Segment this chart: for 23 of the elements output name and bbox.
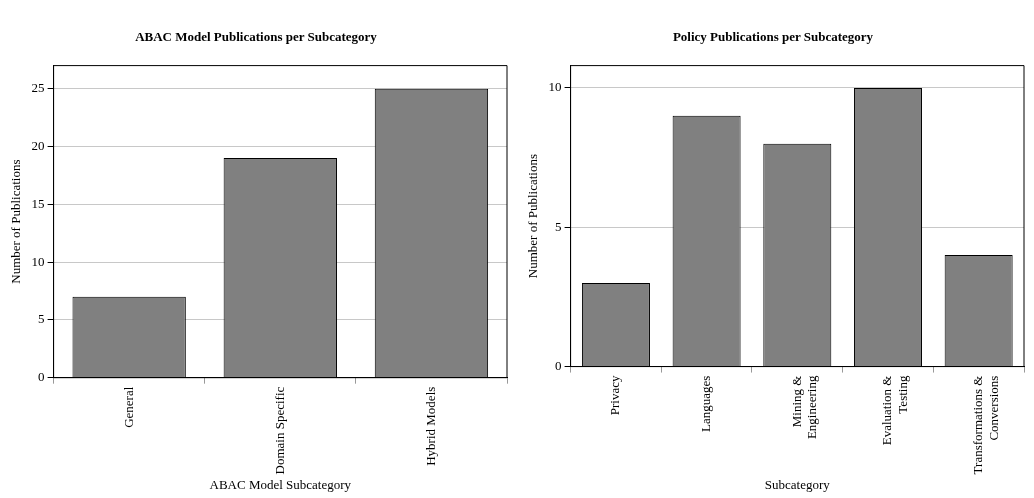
x-tick-label: Languages — [698, 375, 714, 432]
x-axis-title: ABAC Model Subcategory — [209, 476, 352, 492]
y-tick-label: 25 — [31, 80, 45, 96]
x-tick-label: Privacy — [607, 375, 623, 416]
y-tick-label: 5 — [38, 311, 45, 327]
y-tick-label: 5 — [555, 218, 562, 234]
y-tick-label: 20 — [31, 137, 45, 153]
chart-title: ABAC Model Publications per Subcategory — [135, 29, 378, 45]
x-tick-label: Hybrid Models — [422, 386, 438, 466]
chart-title: Policy Publications per Subcategory — [672, 29, 874, 45]
y-axis-title: Number of Publications — [8, 159, 24, 284]
x-axis-title: Subcategory — [764, 476, 831, 492]
x-tick-label: Mining & Engineering — [788, 375, 820, 440]
x-tick-label: General — [120, 386, 136, 428]
y-tick-label: 10 — [548, 79, 562, 95]
y-tick-label: 0 — [38, 369, 45, 385]
y-tick-label: 15 — [31, 195, 45, 211]
x-tick-label: Evaluation & Testing — [879, 375, 910, 446]
y-tick-label: 10 — [31, 253, 45, 269]
y-tick-label: 0 — [555, 358, 562, 373]
x-tick-label: Domain Specific — [271, 386, 287, 475]
y-axis-title: Number of Publications — [525, 153, 541, 279]
x-tick-label: Transformations & Conversions — [970, 375, 1001, 475]
